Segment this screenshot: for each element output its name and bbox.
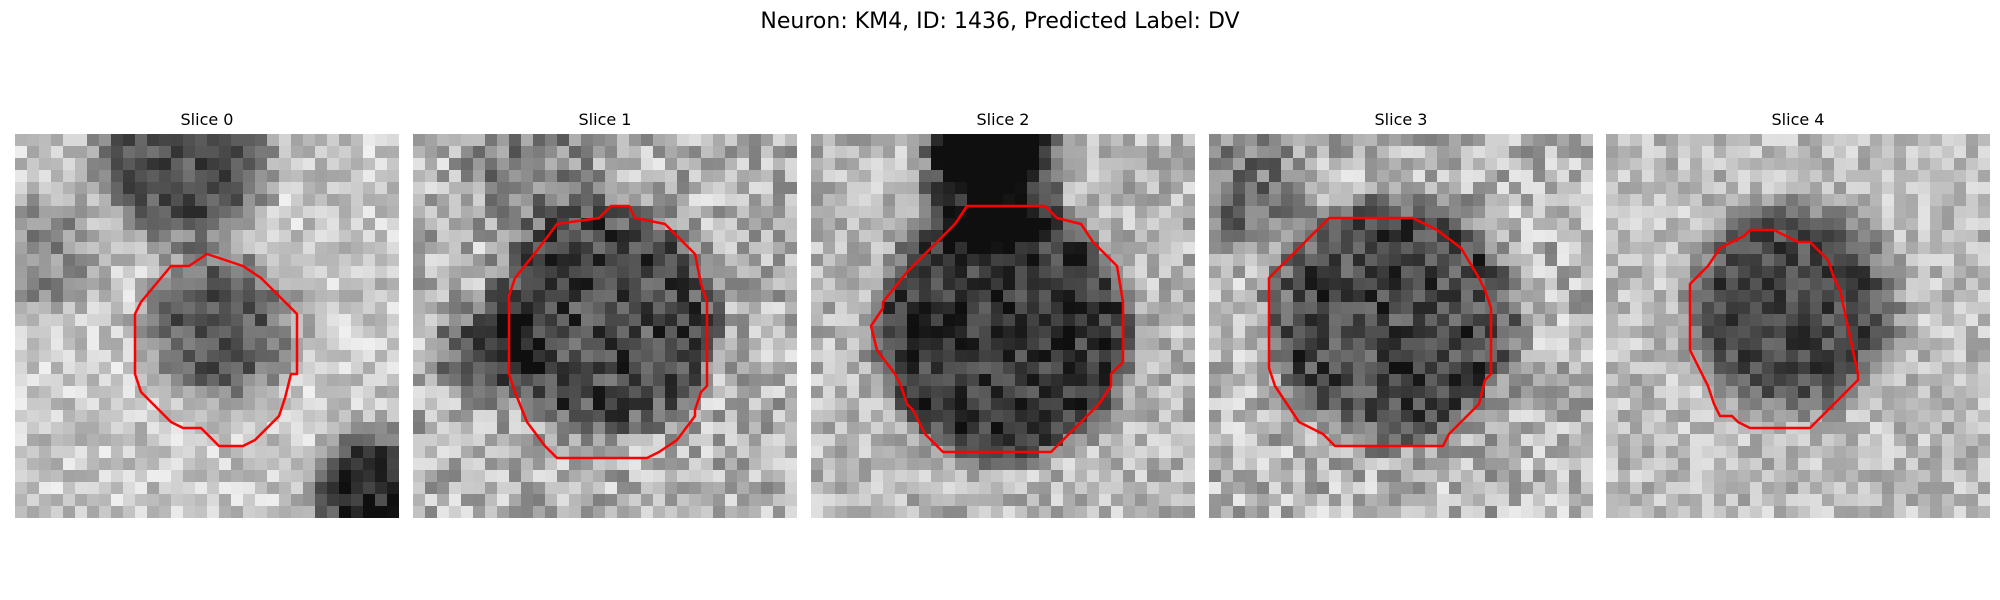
segmentation-outline-1 <box>507 204 709 460</box>
slice-title-2: Slice 2 <box>976 110 1030 129</box>
slice-image-1 <box>413 134 797 518</box>
segmentation-outline-2 <box>869 204 1125 454</box>
segmentation-outline-0 <box>133 252 299 448</box>
slice-image-3 <box>1209 134 1593 518</box>
slice-title-3: Slice 3 <box>1374 110 1428 129</box>
segmentation-outline-3 <box>1267 216 1493 448</box>
slice-title-0: Slice 0 <box>180 110 234 129</box>
slice-image-0 <box>15 134 399 518</box>
segmentation-outline-4 <box>1688 228 1860 430</box>
slice-title-1: Slice 1 <box>578 110 632 129</box>
slice-title-4: Slice 4 <box>1771 110 1825 129</box>
slice-image-2 <box>811 134 1195 518</box>
slice-image-4 <box>1606 134 1990 518</box>
figure-title: Neuron: KM4, ID: 1436, Predicted Label: … <box>760 9 1240 34</box>
